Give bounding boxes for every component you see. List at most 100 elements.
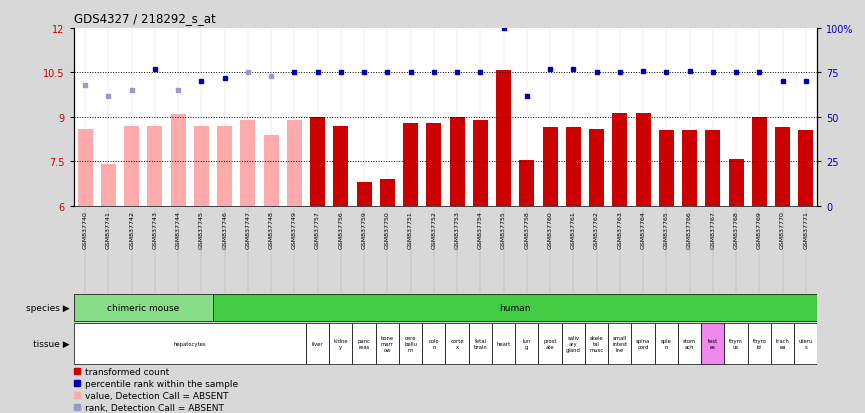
Text: GSM837744: GSM837744 [176,211,181,249]
Text: colo
n: colo n [428,338,439,349]
Text: rank, Detection Call = ABSENT: rank, Detection Call = ABSENT [85,403,223,411]
Bar [585,323,608,364]
Text: GSM837767: GSM837767 [710,211,715,249]
Bar [608,323,631,364]
Bar [492,323,516,364]
Bar [612,113,627,206]
Bar [542,128,558,206]
Bar [74,323,306,364]
Text: skele
tal
musc: skele tal musc [589,335,604,352]
Text: GSM837754: GSM837754 [477,211,483,249]
Bar [74,294,213,321]
Bar [589,130,604,206]
Bar [659,131,674,206]
Text: sple
n: sple n [661,338,672,349]
Bar [380,180,395,206]
Bar [469,323,492,364]
Text: species ▶: species ▶ [26,303,69,312]
Text: GSM837761: GSM837761 [571,211,576,249]
Text: transformed count: transformed count [85,367,169,376]
Bar [473,121,488,206]
Text: stom
ach: stom ach [683,338,696,349]
Bar [794,323,817,364]
Bar [353,323,375,364]
Text: bone
marr
ow: bone marr ow [381,335,394,352]
Bar [725,323,747,364]
Bar [775,128,790,206]
Text: GSM837756: GSM837756 [338,211,343,249]
Text: human: human [499,303,531,312]
Text: uteru
s: uteru s [798,338,813,349]
Bar [240,121,255,206]
Text: liver: liver [311,341,324,347]
Text: GSM837746: GSM837746 [222,211,227,249]
Text: lun
g: lun g [522,338,531,349]
Bar [78,130,93,206]
Bar [771,323,794,364]
Text: trach
ea: trach ea [776,338,790,349]
Bar [538,323,561,364]
Bar [728,159,744,206]
Bar [678,323,702,364]
Text: spina
cord: spina cord [636,338,650,349]
Text: kidne
y: kidne y [334,338,349,349]
Text: chimeric mouse: chimeric mouse [107,303,179,312]
Bar [310,118,325,206]
Text: GSM837771: GSM837771 [804,211,808,249]
Bar [403,123,418,206]
Bar [264,135,279,206]
Text: GSM837760: GSM837760 [548,211,553,249]
Text: saliv
ary
gland: saliv ary gland [566,335,580,352]
Text: GSM837768: GSM837768 [734,211,739,249]
Text: GSM837766: GSM837766 [687,211,692,249]
Bar [631,323,655,364]
Text: GDS4327 / 218292_s_at: GDS4327 / 218292_s_at [74,12,215,25]
Bar [422,323,445,364]
Bar [450,118,465,206]
Text: GSM837745: GSM837745 [199,211,204,249]
Bar [682,131,697,206]
Text: hepatocytes: hepatocytes [174,341,206,347]
Text: thyro
id: thyro id [753,338,766,349]
Text: GSM837749: GSM837749 [292,211,297,249]
Text: fetal
brain: fetal brain [473,338,487,349]
Bar [287,121,302,206]
Text: GSM837747: GSM837747 [246,211,250,249]
Bar [356,183,372,206]
Bar [496,70,511,206]
Text: GSM837750: GSM837750 [385,211,390,249]
Bar [445,323,469,364]
Bar [566,128,581,206]
Text: GSM837743: GSM837743 [152,211,157,249]
Bar [705,131,721,206]
Text: GSM837763: GSM837763 [618,211,622,249]
Text: cere
bellu
m: cere bellu m [404,335,417,352]
Bar [636,113,650,206]
Text: GSM837770: GSM837770 [780,211,785,249]
Text: panc
reas: panc reas [357,338,370,349]
Text: small
intest
ine: small intest ine [612,335,627,352]
Text: GSM837757: GSM837757 [315,211,320,249]
Text: test
es: test es [708,338,718,349]
Bar [561,323,585,364]
Bar [516,323,539,364]
Text: GSM837753: GSM837753 [455,211,459,249]
Text: GSM837764: GSM837764 [641,211,645,249]
Text: GSM837751: GSM837751 [408,211,413,249]
Text: GSM837759: GSM837759 [362,211,367,249]
Bar [101,165,116,206]
Bar [213,294,817,321]
Bar [399,323,422,364]
Bar [519,161,535,206]
Text: corte
x: corte x [451,338,464,349]
Text: value, Detection Call = ABSENT: value, Detection Call = ABSENT [85,391,228,400]
Bar [426,123,441,206]
Bar [375,323,399,364]
Bar [752,118,767,206]
Text: GSM837765: GSM837765 [663,211,669,249]
Text: GSM837740: GSM837740 [83,211,87,249]
Bar [306,323,330,364]
Text: GSM837741: GSM837741 [106,211,111,249]
Bar [655,323,678,364]
Bar [124,127,139,206]
